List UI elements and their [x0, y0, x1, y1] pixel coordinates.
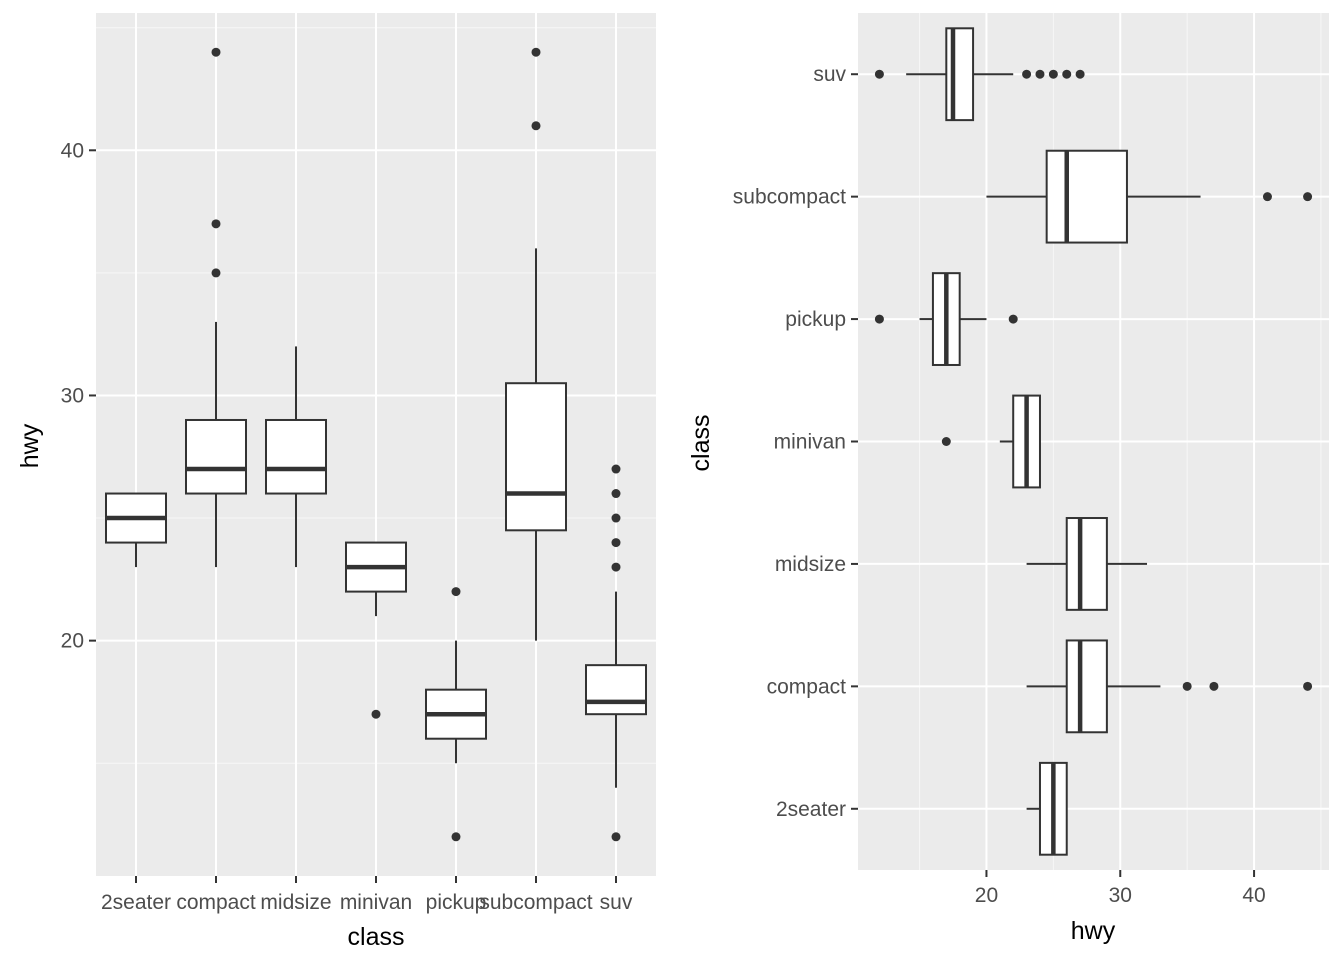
outlier-point: [1062, 69, 1072, 79]
iqr-box: [505, 382, 567, 532]
box-compact: [1026, 639, 1313, 734]
outlier-point: [1262, 192, 1272, 202]
x-tick-label: compact: [176, 891, 256, 914]
iqr-box: [265, 418, 327, 495]
y-tick-label: compact: [767, 675, 847, 698]
x-tick-label: 20: [975, 884, 998, 907]
box-midsize: [265, 346, 327, 568]
outlier-point: [611, 562, 621, 572]
box-subcompact: [986, 149, 1313, 244]
outlier-point: [611, 832, 621, 842]
box-pickup: [425, 587, 487, 842]
y-tick-label: minivan: [774, 431, 846, 454]
outlier-point: [211, 268, 221, 278]
box-minivan: [941, 394, 1041, 489]
outlier-point: [941, 437, 951, 446]
x-tick-label: 2seater: [101, 891, 171, 914]
outlier-point: [1008, 314, 1018, 324]
iqr-box: [945, 27, 975, 122]
outlier-point: [611, 464, 621, 474]
outlier-point: [531, 47, 541, 57]
box-midsize: [1026, 517, 1148, 611]
y-tick-label: 40: [61, 139, 84, 162]
y-tick-label: 30: [61, 384, 84, 407]
outlier-point: [1035, 69, 1045, 79]
right-y-axis-title: class: [687, 415, 715, 472]
y-tick-label: suv: [813, 63, 846, 86]
outlier-point: [451, 832, 461, 842]
iqr-box: [585, 664, 647, 716]
outlier-point: [211, 219, 221, 229]
y-tick-label: midsize: [775, 553, 846, 576]
outlier-point: [1182, 681, 1192, 691]
iqr-box: [1065, 639, 1108, 734]
outlier-point: [1209, 681, 1219, 691]
y-tick-label: subcompact: [733, 186, 846, 209]
outlier-point: [874, 314, 884, 324]
outlier-point: [1303, 192, 1313, 202]
box-minivan: [345, 541, 407, 719]
iqr-box: [1065, 517, 1108, 611]
outlier-point: [611, 489, 621, 499]
outlier-point: [211, 47, 221, 57]
y-tick-label: 2seater: [776, 798, 846, 821]
outlier-point: [874, 69, 884, 79]
x-tick-label: suv: [600, 891, 633, 914]
outlier-point: [1075, 69, 1085, 79]
box-suv: [874, 27, 1085, 122]
x-tick-label: 40: [1242, 884, 1265, 907]
x-tick-label: midsize: [260, 891, 331, 914]
outlier-point: [451, 587, 461, 597]
outlier-point: [371, 709, 381, 719]
box-subcompact: [505, 47, 567, 641]
box-suv: [585, 464, 647, 842]
iqr-box: [185, 418, 247, 495]
x-tick-label: subcompact: [479, 891, 592, 914]
box-2seater: [105, 492, 167, 568]
outlier-point: [611, 538, 621, 548]
left-y-axis-title: hwy: [16, 423, 44, 468]
box-pickup: [874, 272, 1018, 366]
outlier-point: [1303, 681, 1313, 691]
iqr-box: [1045, 149, 1128, 244]
outlier-point: [1022, 69, 1032, 79]
outlier-point: [611, 513, 621, 523]
y-tick-label: pickup: [785, 308, 846, 331]
x-tick-label: minivan: [340, 891, 412, 914]
box-2seater: [1026, 761, 1068, 856]
y-tick-label: 20: [61, 630, 84, 653]
x-tick-label: pickup: [426, 891, 487, 914]
box-compact: [185, 47, 247, 568]
left-boxplot-chart: 20 30 40 2seater compact midsize minivan pickup…: [61, 13, 656, 914]
right-boxplot-chart: 20 30 40 2seater compact midsize minivan pickup…: [733, 13, 1329, 907]
outlier-point: [531, 121, 541, 131]
left-x-axis-title: class: [348, 923, 405, 951]
right-x-axis-title: hwy: [1071, 917, 1116, 945]
outlier-point: [1048, 69, 1058, 79]
x-tick-label: 30: [1109, 884, 1132, 907]
